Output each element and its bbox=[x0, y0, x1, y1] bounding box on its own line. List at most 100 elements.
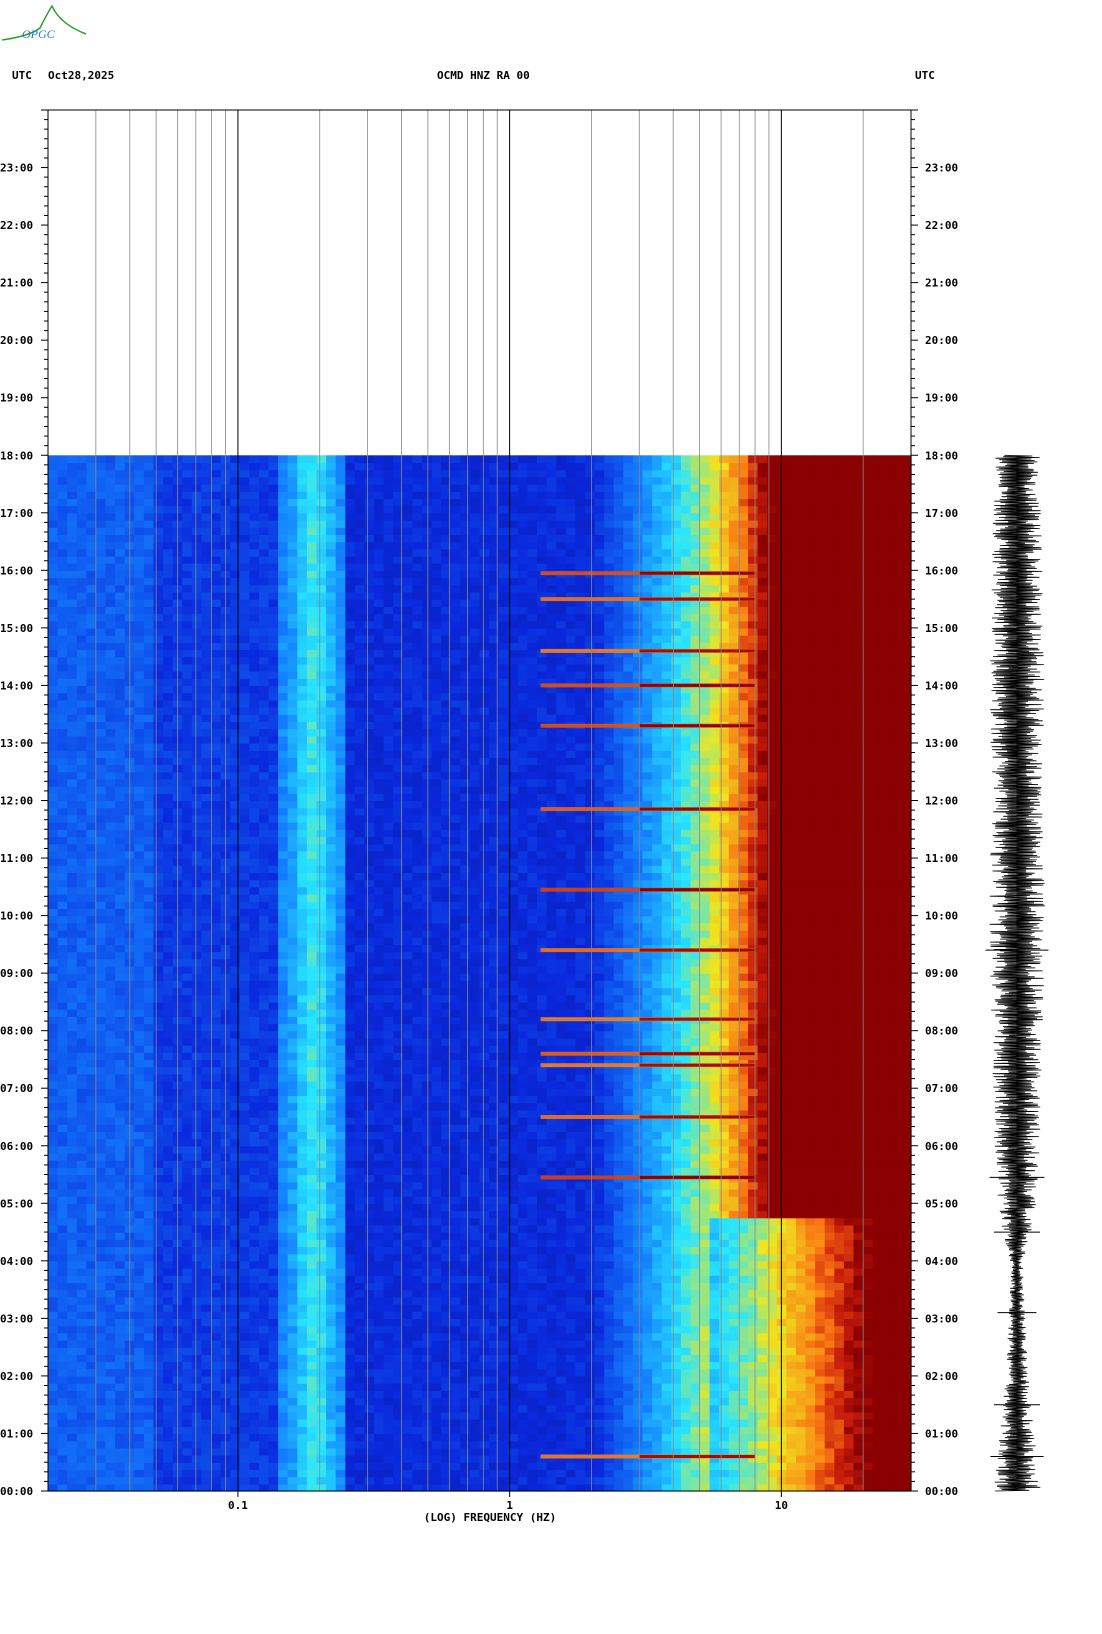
spectrogram-cell bbox=[517, 1181, 529, 1190]
spectrogram-cell bbox=[249, 1124, 260, 1132]
spectrogram-cell bbox=[863, 1469, 874, 1478]
spectrogram-cell bbox=[565, 1476, 576, 1485]
spectrogram-cell bbox=[239, 1088, 250, 1096]
spectrogram-cell bbox=[374, 1282, 385, 1291]
spectrogram-cell bbox=[422, 1224, 433, 1233]
spectrogram-cell bbox=[680, 1289, 692, 1298]
spectrogram-cell bbox=[565, 1196, 576, 1204]
spectrogram-cell bbox=[211, 1332, 222, 1341]
spectrogram-cell bbox=[594, 1246, 605, 1255]
spectrogram-cell bbox=[498, 1325, 509, 1334]
spectrogram-cell bbox=[537, 1138, 548, 1147]
spectrogram-cell bbox=[249, 1268, 260, 1276]
spectrogram-cell bbox=[642, 1181, 653, 1190]
spectrogram-cell bbox=[316, 1124, 327, 1132]
spectrogram-cell bbox=[460, 1304, 471, 1312]
spectrogram-cell bbox=[891, 1268, 902, 1276]
spectrogram-cell bbox=[287, 1289, 298, 1298]
spectrogram-cell bbox=[690, 1411, 701, 1420]
spectrogram-cell bbox=[805, 1160, 816, 1168]
spectrogram-cell bbox=[527, 1124, 538, 1132]
spectrogram-cell bbox=[86, 1102, 97, 1111]
spectrogram-cell bbox=[345, 1296, 356, 1305]
spectrogram-cell bbox=[345, 1476, 356, 1485]
spectrogram-cell bbox=[182, 1217, 193, 1226]
spectrogram-cell bbox=[795, 1447, 807, 1456]
spectrogram-cell bbox=[182, 1102, 193, 1111]
spectrogram-cell bbox=[882, 1440, 893, 1449]
spectrogram-cell bbox=[556, 1476, 567, 1485]
spectrogram-cell bbox=[863, 1095, 874, 1104]
spectrogram-cell bbox=[402, 1296, 413, 1305]
spectrogram-cell bbox=[95, 1181, 107, 1190]
spectrogram-cell bbox=[67, 1188, 78, 1197]
spectrogram-cell bbox=[230, 1217, 241, 1226]
spectrogram-cell bbox=[719, 1203, 730, 1212]
spectrogram-cell bbox=[585, 1246, 596, 1255]
spectrogram-cell bbox=[86, 1275, 97, 1283]
spectrogram-cell bbox=[364, 1232, 375, 1240]
spectrogram-cell bbox=[441, 1167, 452, 1176]
spectrogram-cell bbox=[709, 1426, 720, 1435]
spectrogram-cell bbox=[182, 1232, 193, 1240]
spectrogram-cell bbox=[786, 1469, 797, 1478]
spectrogram-cell bbox=[374, 1152, 385, 1161]
spectrogram-cell bbox=[268, 1152, 279, 1161]
spectrogram-cell bbox=[738, 1282, 749, 1291]
spectrogram-cell bbox=[748, 1311, 759, 1319]
spectrogram-cell bbox=[201, 1109, 212, 1118]
spectrogram-cell bbox=[469, 1383, 481, 1391]
spectrogram-cell bbox=[422, 1217, 433, 1226]
spectrogram-cell bbox=[872, 1419, 883, 1427]
spectrogram-cell bbox=[805, 1455, 816, 1463]
spectrogram-cell bbox=[402, 1232, 413, 1240]
spectrogram-cell bbox=[182, 1152, 193, 1161]
spectrogram-cell bbox=[57, 1483, 68, 1492]
spectrogram-cell bbox=[259, 1282, 270, 1291]
spectrogram-cell bbox=[556, 1311, 567, 1319]
spectrogram-cell bbox=[306, 1181, 318, 1190]
spectrogram-cell bbox=[374, 1174, 385, 1183]
spectrogram-cell bbox=[901, 1145, 912, 1154]
spectrogram-cell bbox=[565, 1152, 576, 1161]
spectrogram-cell bbox=[431, 1232, 442, 1240]
spectrogram-cell bbox=[700, 1404, 711, 1413]
spectrogram-cell bbox=[575, 1138, 586, 1147]
spectrogram-cell bbox=[239, 1232, 250, 1240]
spectrogram-cell bbox=[815, 1325, 826, 1334]
spectrogram-cell bbox=[748, 1224, 759, 1233]
spectrogram-cell bbox=[431, 1174, 442, 1183]
spectrogram-cell bbox=[335, 1232, 346, 1240]
spectrogram-cell bbox=[901, 1419, 912, 1427]
spectrogram-cell bbox=[815, 1483, 826, 1492]
spectrogram-cell bbox=[441, 1455, 452, 1463]
spectrogram-cell bbox=[709, 1289, 720, 1298]
spectrogram-cell bbox=[652, 1124, 663, 1132]
spectrogram-cell bbox=[652, 1433, 663, 1442]
spectrogram-cell bbox=[556, 1325, 567, 1334]
spectrogram-cell bbox=[489, 1289, 500, 1298]
spectrogram-cell bbox=[805, 1260, 816, 1269]
spectrogram-cell bbox=[345, 1145, 356, 1154]
spectrogram-cell bbox=[115, 1117, 126, 1125]
spectrogram-cell bbox=[489, 1246, 500, 1255]
spectrogram-cell bbox=[374, 1447, 385, 1456]
spectrogram-cell bbox=[786, 1296, 797, 1305]
spectrogram-cell bbox=[565, 1383, 576, 1391]
spectrogram-cell bbox=[335, 1217, 346, 1226]
spectrogram-cell bbox=[345, 1340, 356, 1348]
spectrogram-cell bbox=[335, 1311, 346, 1319]
spectrogram-cell bbox=[67, 1102, 78, 1111]
spectrogram-cell bbox=[575, 1462, 586, 1470]
spectrogram-cell bbox=[460, 1455, 471, 1463]
spectrogram-cell bbox=[709, 1152, 720, 1161]
spectrogram-cell bbox=[402, 1311, 413, 1319]
spectrogram-cell bbox=[815, 1260, 826, 1269]
spectrogram-cell bbox=[306, 1289, 318, 1298]
spectrogram-cell bbox=[249, 1311, 260, 1319]
spectrogram-cell bbox=[393, 1318, 404, 1327]
spectrogram-cell bbox=[824, 1167, 835, 1176]
spectrogram-cell bbox=[393, 1304, 404, 1312]
spectrogram-cell bbox=[786, 1375, 797, 1384]
spectrogram-cell bbox=[402, 1160, 413, 1168]
